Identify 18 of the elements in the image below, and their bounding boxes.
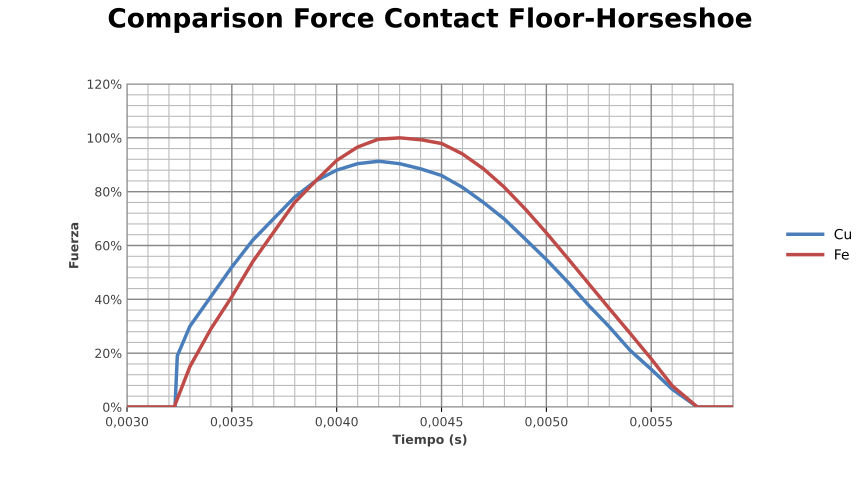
x-tick-label: 0,0045 <box>420 416 462 428</box>
x-tick-label: 0,0040 <box>316 416 358 428</box>
x-tick-label: 0,0055 <box>630 416 672 428</box>
y-axis-title: Fuerza <box>69 222 78 268</box>
y-tick-label: 20% <box>95 348 122 358</box>
y-tick-label: 100% <box>88 133 122 143</box>
x-tick-label: 0,0030 <box>106 416 148 428</box>
y-tick-label: 0% <box>103 402 122 412</box>
x-tick-label: 0,0050 <box>525 416 568 428</box>
chart-title: Comparison Force Contact Floor-Horseshoe <box>108 7 752 33</box>
y-tick-label: 60% <box>95 240 122 250</box>
x-tick-label: 0,0035 <box>210 416 253 428</box>
y-tick-label: 120% <box>88 79 122 89</box>
legend-label: Fe <box>835 249 849 260</box>
y-tick-label: 80% <box>95 187 122 197</box>
x-axis-title: Tiempo (s) <box>392 434 466 446</box>
y-tick-label: 40% <box>94 294 122 304</box>
legend-label: Cu <box>834 228 851 240</box>
